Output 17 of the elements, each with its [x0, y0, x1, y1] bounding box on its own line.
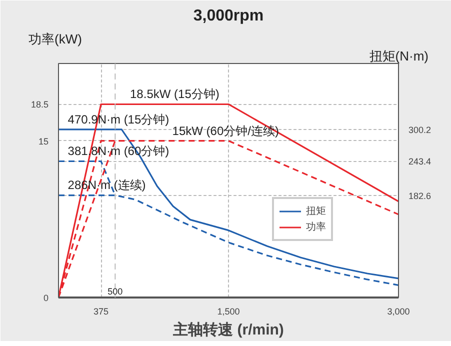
y2-tick-label: 182.6 [408, 190, 432, 201]
y2-tick-label: 300.2 [408, 124, 432, 135]
x-tick-label: 3,000 [387, 306, 410, 316]
y2-axis-title: 扭矩(N·m) [369, 48, 429, 64]
x-tick-label: 375 [93, 306, 109, 316]
y-axis-title: 功率(kW) [28, 32, 82, 46]
ref-line-label: 500 [108, 286, 123, 296]
legend-label: 功率 [306, 220, 326, 234]
chart-title: 3,000rpm [193, 8, 264, 24]
x-axis-title: 主轴转速 (r/min) [172, 320, 284, 338]
y2-tick-label: 243.4 [408, 156, 432, 167]
y-tick-label: 0 [43, 293, 49, 303]
legend-label: 扭矩 [306, 205, 326, 218]
x-tick-label: 1,500 [217, 306, 240, 316]
y-tick-label: 18.5 [30, 100, 49, 110]
annotation: 18.5kW (15分钟) [130, 87, 220, 102]
y-tick-label: 15 [38, 136, 49, 146]
